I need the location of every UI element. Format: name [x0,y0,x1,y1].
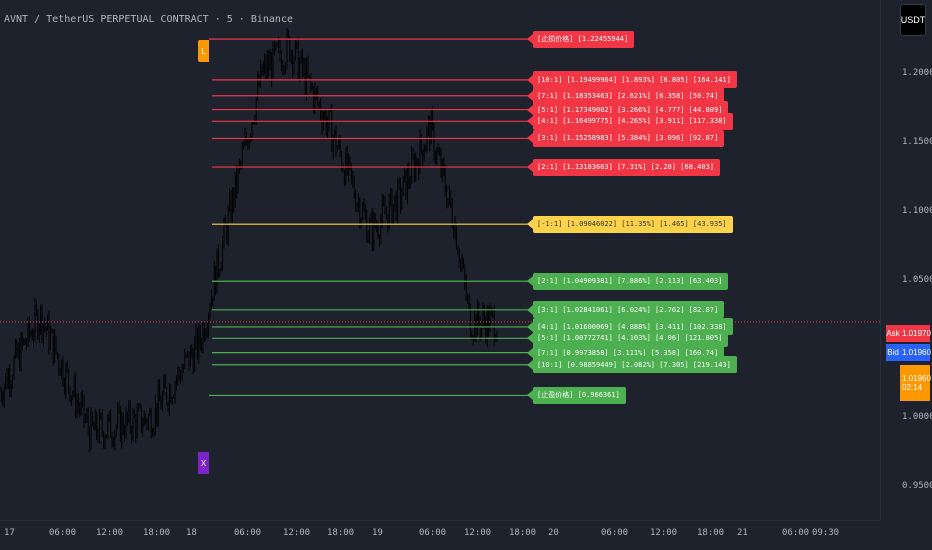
price-tick: 1.10000 [902,206,932,216]
time-tick: 09:30 [812,528,840,538]
price-tick: 0.95000 [902,481,932,491]
time-tick: 20 [548,528,559,538]
time-tick: 12:00 [96,528,124,538]
time-tick: 06:00 [601,528,629,538]
time-tick: 12:00 [283,528,311,538]
bar-countdown: 02:14 [902,383,923,392]
symbol-title[interactable]: AVNT / TetherUS PERPETUAL CONTRACT · 5 ·… [4,14,293,25]
price-tick: 1.15000 [902,137,932,147]
long-entry-marker: L [198,40,209,62]
last-price-badge: 1.01960 02:14 [900,365,931,401]
level-label: [-1:1] [1.09046022] [11.35%] [1.465] [43… [527,215,733,233]
level-label: [2:1] [1.04909381] [7.886%] [2.113] [63.… [526,272,729,290]
level-label: [止损价格] [1.22455944] [526,30,635,48]
price-axis[interactable] [880,0,932,520]
time-tick: 12:00 [464,528,492,538]
level-label: [10:1] [1.19499964] [1.893%] [8.805] [16… [527,71,737,89]
level-label: [2:1] [1.13183663] [7.31%] [2.28] [68.40… [526,158,721,176]
level-label: [3:1] [1.15258983] [5.384%] [3.096] [92.… [526,129,725,147]
last-price: 1.01960 [902,374,931,383]
price-chart[interactable] [0,0,880,520]
ask-price: 1.01970 [900,325,931,342]
level-label: [3:1] [1.02841061] [6.024%] [2.762] [82.… [526,301,725,319]
stop-marker: X [198,452,209,474]
time-tick: 18:00 [327,528,355,538]
time-tick: 18 [186,528,197,538]
level-label: [4:1] [1.16499775] [4.265%] [3.911] [117… [527,112,733,130]
level-label: [5:1] [1.00772741] [4.103%] [4.06] [121.… [526,329,729,347]
currency-button[interactable]: USDT [900,4,926,36]
price-tick: 1.05000 [902,275,932,285]
time-tick: 06:00 [782,528,810,538]
time-tick: 19 [372,528,383,538]
time-tick: 21 [737,528,748,538]
time-tick: 18:00 [143,528,171,538]
time-tick: 18:00 [697,528,725,538]
bid-price: 1.01960 [900,344,931,361]
level-label: [7:1] [1.18353463] [2.621%] [6.358] [50.… [526,87,725,105]
time-tick: 06:00 [234,528,262,538]
chart-area[interactable] [0,0,880,520]
time-tick: 06:00 [49,528,77,538]
time-tick: 17 [4,528,15,538]
ask-label: Ask [886,325,900,342]
level-label: [止盈价格] [0.966361] [527,386,626,404]
time-tick: 12:00 [650,528,678,538]
price-tick: 1.20000 [902,68,932,78]
level-label: [10:1] [0.98859449] [2.082%] [7.305] [21… [527,356,737,374]
time-tick: 18:00 [509,528,537,538]
bid-label: Bid [886,344,900,361]
time-tick: 06:00 [419,528,447,538]
time-axis[interactable] [0,520,880,550]
